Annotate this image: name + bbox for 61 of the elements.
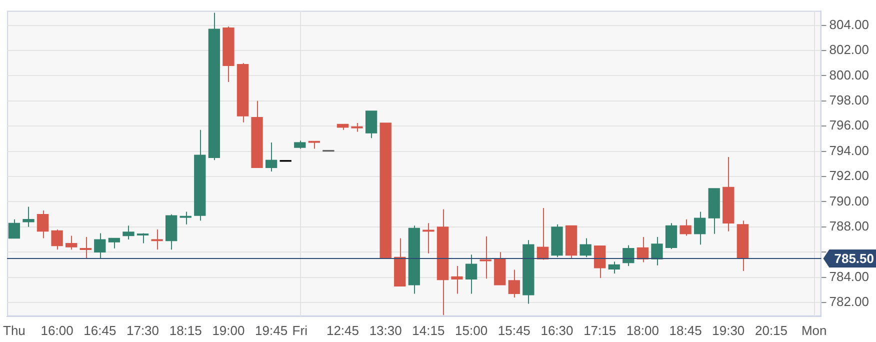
candlestick [180, 211, 192, 225]
x-tick-label: 18:45 [669, 322, 702, 338]
candlestick [36, 210, 49, 239]
candlestick [365, 110, 378, 139]
x-tick-label: 13:30 [369, 322, 402, 338]
x-tick-label: 18:15 [169, 322, 202, 338]
candlestick [651, 236, 663, 266]
y-tick-label: 804.00 [829, 16, 870, 32]
candlestick [694, 211, 706, 246]
candlestick [51, 228, 63, 250]
candlestick [480, 236, 492, 280]
y-tick-label: 790.00 [829, 193, 870, 208]
candlestick [136, 232, 149, 244]
y-tick-label: 788.00 [829, 218, 870, 234]
candlestick [580, 238, 592, 258]
x-tick-label: 17:30 [126, 322, 160, 338]
y-tick-label: 784.00 [829, 268, 870, 284]
candlestick [465, 254, 478, 294]
y-tick-label: 796.00 [829, 118, 870, 133]
y-tick-label: 798.00 [829, 92, 870, 108]
candlestick [665, 222, 678, 250]
ref-line-label: 785.50 [834, 251, 874, 266]
x-tick-label: 19:30 [712, 322, 745, 338]
y-tick-label: 794.00 [829, 142, 870, 158]
candlestick [8, 218, 20, 239]
candlestick [594, 245, 606, 278]
candlestick [94, 232, 106, 259]
x-tick-label: Fri [292, 322, 308, 338]
x-tick-label: 20:15 [754, 322, 788, 338]
candlestick [22, 206, 34, 228]
x-tick-label: 15:45 [498, 322, 530, 338]
y-tick-label: 800.00 [829, 67, 870, 82]
y-tick-label: 802.00 [829, 42, 870, 58]
candlestick [151, 228, 163, 250]
x-tick-label: 18:00 [626, 322, 659, 338]
candlestick [108, 238, 120, 249]
x-tick-label: Mon [801, 322, 827, 338]
candlestick [66, 235, 78, 250]
candlestick [636, 236, 649, 263]
x-tick-label: 19:00 [212, 322, 245, 338]
x-tick-label: 16:30 [540, 322, 574, 338]
x-tick-label: 14:15 [412, 322, 445, 338]
candlestick [451, 265, 463, 294]
candlestick [508, 269, 520, 298]
candlestick [265, 142, 278, 172]
candlestick [80, 236, 92, 259]
candlestick [680, 218, 692, 236]
candlestick [608, 261, 620, 274]
candlestick [622, 244, 634, 266]
candlestick [536, 208, 549, 260]
y-tick-label: 792.00 [829, 168, 870, 184]
x-tick-label: 16:45 [84, 322, 116, 338]
x-tick-label: 15:00 [455, 322, 488, 338]
x-tick-label: 12:45 [326, 322, 360, 338]
candlestick [122, 225, 134, 240]
y-tick-label: 782.00 [829, 294, 870, 310]
x-tick-label: 16:00 [40, 322, 74, 338]
x-tick-label: 19:45 [255, 322, 288, 338]
candlestick [422, 222, 434, 254]
x-tick-label: 17:15 [584, 322, 616, 338]
x-tick-label: Thu [2, 322, 26, 338]
